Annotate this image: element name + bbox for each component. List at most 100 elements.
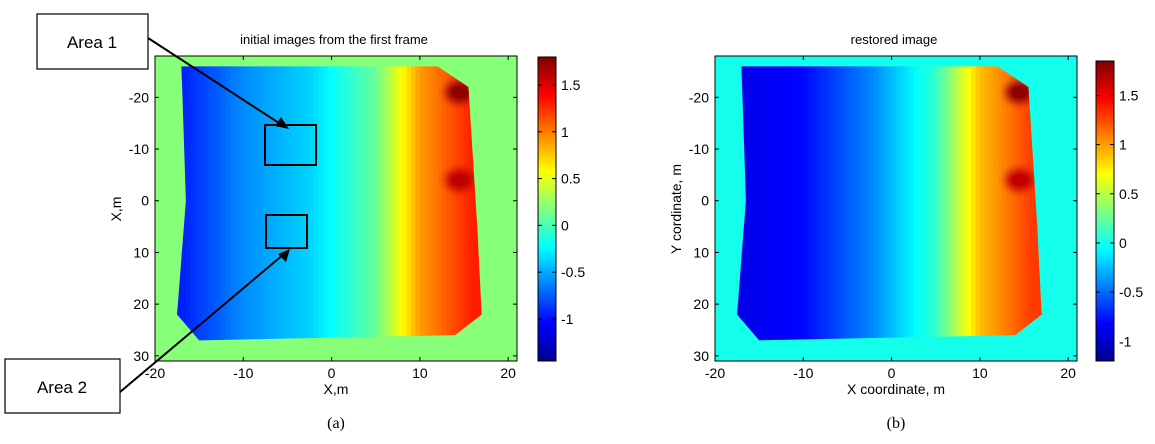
- field-strip: [896, 66, 902, 341]
- field-strip: [772, 66, 778, 341]
- field-strip: [904, 66, 910, 341]
- panel-a-y-ticks: -20 -10 0 10 20 30: [129, 89, 517, 364]
- field-strip: [274, 66, 280, 341]
- panel-a-x-ticks: -20 -10 0 10 20: [145, 56, 516, 381]
- field-strip: [278, 66, 284, 341]
- field-strip: [283, 66, 289, 341]
- field-strip: [1024, 66, 1030, 341]
- field-strip: [948, 66, 954, 341]
- field-strip: [922, 66, 928, 341]
- field-strip: [384, 66, 390, 341]
- x-tick-label: -10: [793, 365, 813, 381]
- field-strip: [411, 66, 417, 341]
- colorbar-tick-label: -1: [561, 311, 574, 327]
- field-strip: [745, 66, 751, 341]
- field-strip: [336, 66, 342, 341]
- field-strip: [221, 66, 227, 341]
- colorbar-tick-label: -0.5: [1119, 284, 1143, 300]
- field-strip: [380, 66, 386, 341]
- y-tick-label: 20: [133, 296, 149, 312]
- hot-spot-core: [1011, 174, 1028, 187]
- field-strip: [913, 66, 919, 341]
- panel-a-x-axis-label: X,m: [324, 381, 349, 397]
- area-1-arrowhead: [275, 117, 289, 129]
- panel-b-colorbar: [1095, 60, 1115, 362]
- field-strip: [269, 66, 275, 341]
- field-strip: [776, 66, 782, 341]
- area-2-arrow: [119, 253, 285, 393]
- field-strip: [313, 66, 319, 341]
- field-strip: [287, 66, 293, 341]
- field-strip: [243, 66, 249, 341]
- field-strip: [450, 66, 456, 341]
- field-strip: [371, 66, 377, 341]
- field-strip: [781, 66, 787, 341]
- y-tick-label: 0: [701, 193, 709, 209]
- field-strip: [234, 66, 240, 341]
- field-strip: [803, 66, 809, 341]
- area-1-callout: Area 1: [36, 13, 289, 129]
- field-strip: [926, 66, 932, 341]
- field-strip: [944, 66, 950, 341]
- field-strip: [185, 66, 191, 341]
- field-strip: [856, 66, 862, 341]
- panel-b-y-ticks: -20 -10 0 10 20 30: [689, 89, 1077, 364]
- panel-a-title: initial images from the first frame: [240, 32, 428, 47]
- field-strip: [851, 66, 857, 341]
- field-strip: [190, 66, 196, 341]
- field-strip: [393, 66, 399, 341]
- field-strip: [887, 66, 893, 341]
- x-tick-label: 20: [500, 365, 516, 381]
- field-strip: [1006, 66, 1012, 341]
- y-tick-label: 30: [133, 348, 149, 364]
- field-strip: [900, 66, 906, 341]
- field-strip: [216, 66, 222, 341]
- panel-b-x-ticks: -20 -10 0 10 20: [705, 56, 1076, 381]
- field-strip: [984, 66, 990, 341]
- field-strip: [1001, 66, 1007, 341]
- field-strip: [993, 66, 999, 341]
- field-strip: [265, 66, 271, 341]
- colorbar-tick-label: 1.5: [1119, 87, 1139, 103]
- field-strip: [860, 66, 866, 341]
- colorbar-tick-label: 0: [561, 217, 569, 233]
- colorbar-tick-label: 0.5: [1119, 186, 1139, 202]
- field-strip: [437, 66, 443, 341]
- field-strip: [878, 66, 884, 341]
- field-strip: [909, 66, 915, 341]
- panel-b-y-axis-label: Y cordinate, m: [668, 164, 684, 254]
- field-strip: [935, 66, 941, 341]
- field-strip: [433, 66, 439, 341]
- y-tick-label: 10: [693, 244, 709, 260]
- panel-a-field: [177, 66, 482, 341]
- x-tick-label: -10: [233, 365, 253, 381]
- field-strip: [340, 66, 346, 341]
- hot-spot-core: [1011, 86, 1028, 99]
- field-strip: [455, 66, 461, 341]
- panel-b-title: restored image: [851, 32, 938, 47]
- panel-b-x-axis-label: X coordinate, m: [847, 381, 945, 397]
- field-strip: [825, 66, 831, 341]
- field-strip: [419, 66, 425, 341]
- field-strip: [362, 66, 368, 341]
- colorbar-tick-label: 1: [1119, 137, 1127, 153]
- field-strip: [931, 66, 937, 341]
- field-strip: [918, 66, 924, 341]
- x-tick-label: -20: [705, 365, 725, 381]
- field-strip: [207, 66, 213, 341]
- field-strip: [322, 66, 328, 341]
- field-strip: [428, 66, 434, 341]
- field-strip: [763, 66, 769, 341]
- field-strip: [388, 66, 394, 341]
- field-strip: [199, 66, 205, 341]
- field-strip: [820, 66, 826, 341]
- area-2-callout: Area 2: [4, 249, 290, 414]
- field-strip: [785, 66, 791, 341]
- x-tick-label: -20: [145, 365, 165, 381]
- field-strip: [838, 66, 844, 341]
- field-strip: [194, 66, 200, 341]
- field-strip: [988, 66, 994, 341]
- field-strip: [441, 66, 447, 341]
- field-strip: [807, 66, 813, 341]
- field-strip: [353, 66, 359, 341]
